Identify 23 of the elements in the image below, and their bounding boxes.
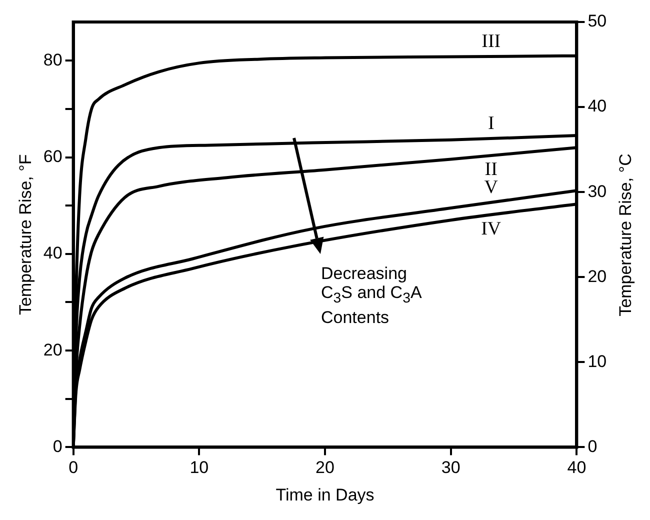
y2-tick-label: 40 (588, 96, 607, 116)
y-tick-label: 0 (52, 436, 62, 456)
text: Decreasing C$_{3}$S and C$_{3}$A Contents (321, 264, 421, 327)
y2-axis-title: Temperature Rise, °C (616, 153, 636, 316)
y2-tick-label: 10 (588, 352, 607, 371)
y-tick-label: 20 (43, 340, 62, 360)
series-label: III (482, 30, 501, 52)
x-axis-title: Time in Days (276, 485, 374, 504)
y-axis-title: Temperature Rise, °F (16, 154, 35, 315)
x-tick-label: 10 (190, 458, 209, 478)
x-tick-label: 20 (316, 458, 334, 478)
x-tick-label: 40 (567, 458, 586, 478)
y2-tick-label: 30 (588, 182, 607, 201)
y2-tick-label: 0 (588, 436, 598, 456)
y-tick-label: 60 (43, 146, 62, 166)
x-tick-label: 30 (441, 458, 460, 478)
y-tick-label: 80 (43, 50, 62, 70)
series-label: I (488, 112, 494, 134)
x-tick-label: 0 (68, 458, 78, 478)
series-label: IV (481, 218, 502, 240)
y2-tick-label: 50 (588, 12, 607, 31)
y2-tick-label: 20 (588, 266, 607, 286)
y-tick-label: 40 (43, 244, 62, 263)
